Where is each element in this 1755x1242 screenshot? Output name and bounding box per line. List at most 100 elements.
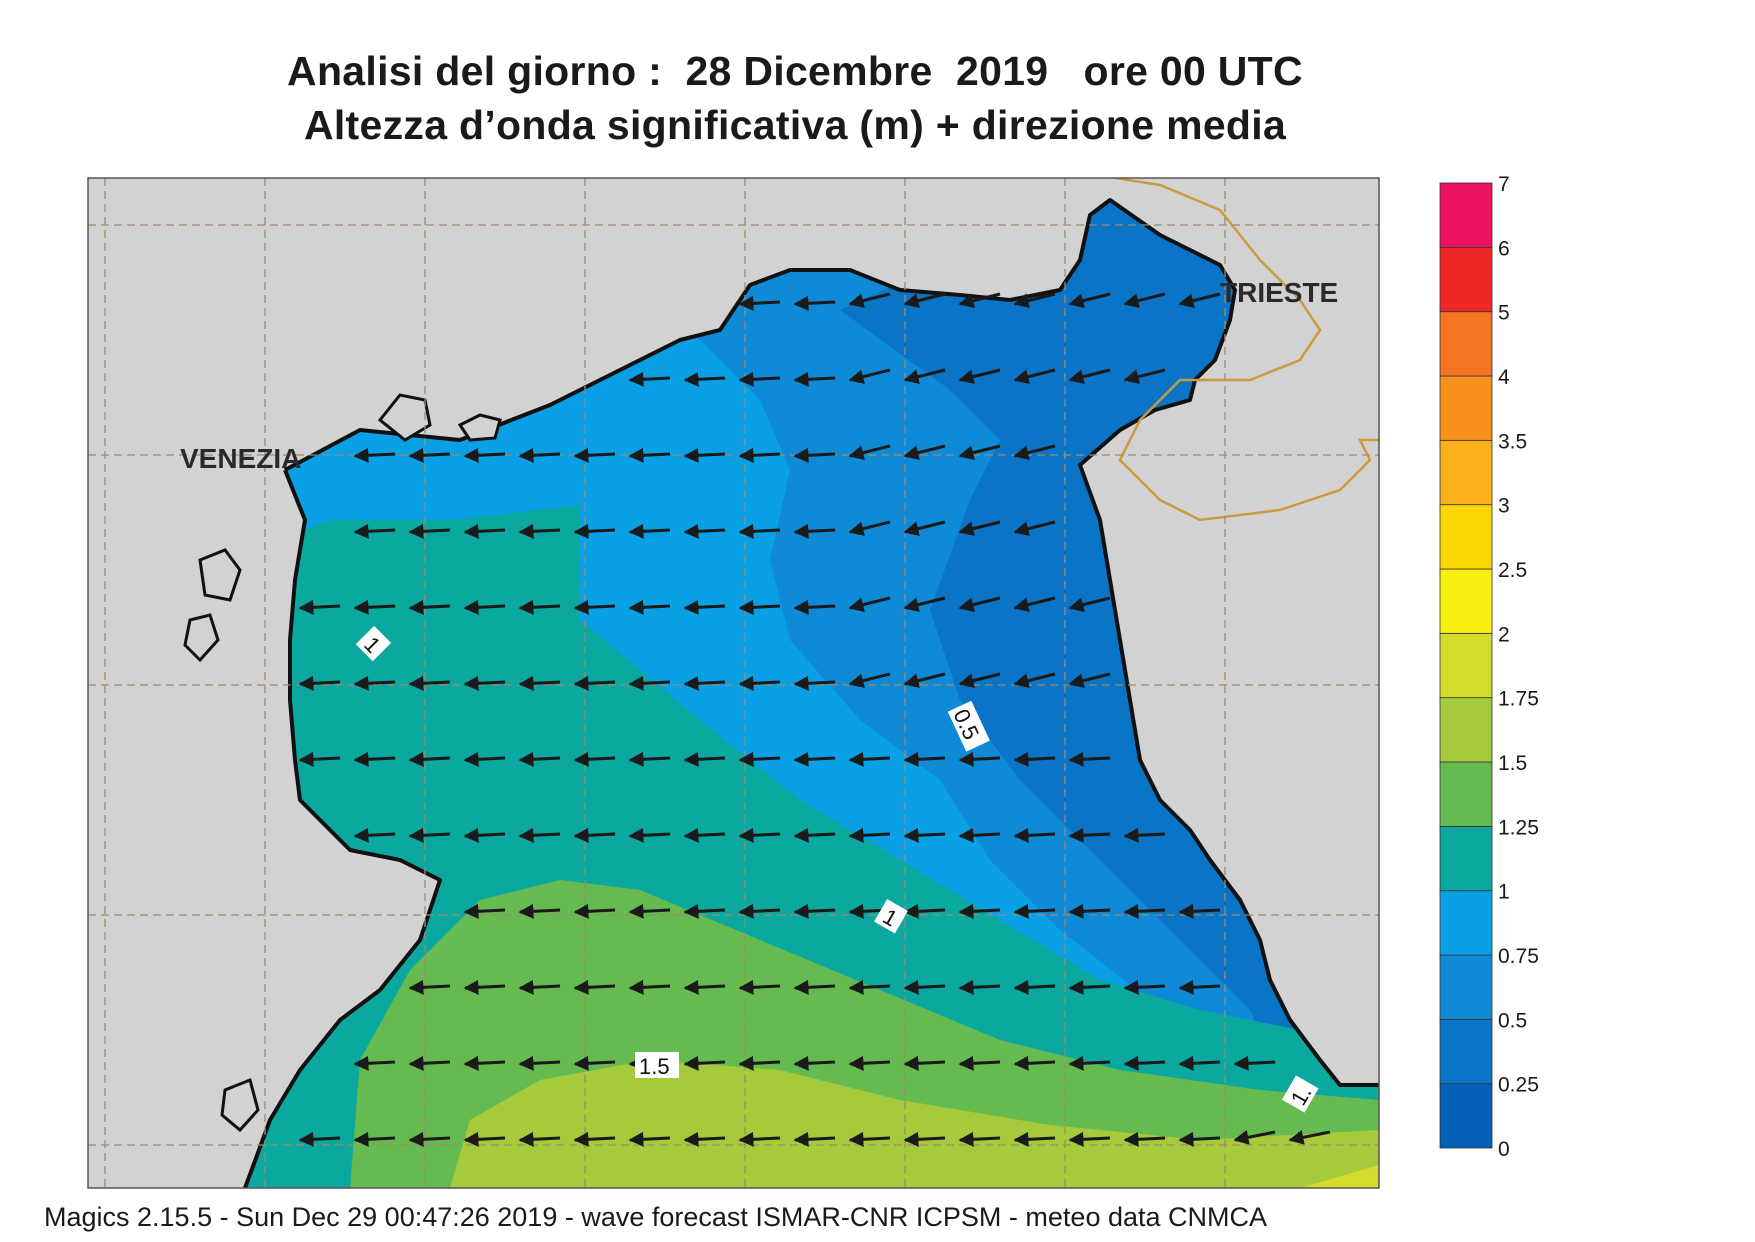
band-1.5-1.75 — [245, 1060, 1379, 1188]
wave-direction-arrow — [1178, 1055, 1221, 1071]
contour-label: 1.5 — [639, 1054, 670, 1079]
lagoon-island — [457, 413, 502, 442]
wave-direction-arrow — [518, 447, 561, 463]
wave-direction-arrow — [848, 827, 891, 843]
footer-credits: Magics 2.15.5 - Sun Dec 29 00:47:26 2019… — [44, 1202, 1267, 1232]
wave-direction-arrow — [463, 523, 506, 539]
legend-swatch — [1439, 311, 1493, 377]
wave-direction-arrow — [1013, 1055, 1056, 1071]
wave-direction-arrow — [903, 751, 946, 767]
wave-direction-arrow — [463, 599, 506, 615]
legend-level-label: 1.25 — [1498, 816, 1539, 839]
legend-level-label: 0 — [1498, 1138, 1510, 1161]
wave-direction-arrow — [958, 444, 1001, 461]
wave-direction-arrow — [903, 596, 946, 613]
wave-direction-arrow — [848, 596, 891, 613]
wave-direction-arrow — [793, 675, 836, 691]
wave-direction-arrow — [518, 751, 561, 767]
wave-direction-arrow — [958, 903, 1001, 919]
legend-level-label: 2.5 — [1498, 559, 1527, 582]
legend-level-label: 5 — [1498, 302, 1510, 325]
wave-direction-arrow — [793, 371, 836, 387]
wave-direction-arrow — [903, 1055, 946, 1071]
wave-direction-arrow — [463, 751, 506, 767]
wave-direction-arrow — [738, 827, 781, 843]
wave-direction-arrow — [683, 1131, 726, 1147]
wave-direction-arrow — [408, 1131, 451, 1147]
wave-direction-arrow — [848, 292, 891, 309]
legend-swatch — [1439, 1018, 1493, 1085]
wave-direction-arrow — [518, 523, 561, 539]
wave-direction-arrows — [298, 292, 1331, 1147]
wave-direction-arrow — [408, 599, 451, 615]
wave-direction-arrow — [628, 371, 671, 387]
wave-direction-arrow — [848, 520, 891, 537]
wave-direction-arrow — [1013, 444, 1056, 461]
map-title: Analisi del giorno : 28 Dicembre 2019 or… — [287, 48, 1303, 94]
legend-swatch — [1439, 182, 1493, 248]
wave-direction-arrow — [573, 523, 616, 539]
legend-level-label: 3.5 — [1498, 430, 1527, 453]
wave-direction-arrow — [793, 295, 836, 311]
wave-direction-arrow — [1013, 903, 1056, 919]
legend-level-label: 3 — [1498, 495, 1510, 518]
legend-swatch — [1439, 632, 1493, 699]
wave-direction-arrow — [738, 979, 781, 995]
wave-direction-arrow — [738, 1055, 781, 1071]
wave-direction-arrow — [793, 827, 836, 843]
map-subtitle: Altezza d’onda significativa (m) + direz… — [303, 102, 1287, 148]
wave-direction-arrow — [958, 520, 1001, 537]
lagoon-island — [377, 393, 432, 442]
wave-direction-arrow — [1013, 1131, 1056, 1147]
legend-level-label: 0.25 — [1498, 1074, 1539, 1097]
wave-direction-arrow — [408, 827, 451, 843]
wave-direction-arrow — [683, 1055, 726, 1071]
wave-direction-arrow — [958, 292, 1001, 309]
wave-direction-arrow — [353, 751, 396, 767]
legend-swatch — [1439, 1083, 1493, 1149]
wave-direction-arrow — [683, 979, 726, 995]
wave-direction-arrow — [1178, 903, 1221, 919]
wave-direction-arrow — [1068, 1131, 1111, 1147]
wave-direction-arrow — [463, 827, 506, 843]
wave-direction-arrow — [1013, 368, 1056, 385]
wave-direction-arrow — [628, 599, 671, 615]
map-frame — [87, 177, 1380, 1189]
coastline-west — [243, 469, 442, 1188]
legend-swatch — [1439, 375, 1493, 441]
wave-direction-arrow — [793, 523, 836, 539]
wave-direction-arrow — [1233, 1055, 1276, 1071]
wave-direction-arrow — [628, 523, 671, 539]
lagoon-island — [220, 1077, 260, 1133]
city-label-trieste: TRIESTE — [1220, 277, 1338, 308]
wave-direction-arrow — [903, 903, 946, 919]
legend-swatch — [1439, 761, 1493, 827]
legend-swatch — [1439, 954, 1493, 1020]
wave-direction-arrow — [408, 751, 451, 767]
wave-direction-arrow — [573, 827, 616, 843]
wave-direction-arrow — [1068, 827, 1111, 843]
wave-direction-arrow — [738, 675, 781, 691]
legend-swatch — [1439, 890, 1493, 956]
wave-direction-arrow — [463, 675, 506, 691]
wave-direction-arrow — [573, 675, 616, 691]
wave-direction-arrow — [353, 675, 396, 691]
wave-direction-arrow — [518, 827, 561, 843]
wave-direction-arrow — [848, 1055, 891, 1071]
wave-direction-arrow — [1013, 596, 1056, 613]
wave-direction-arrow — [573, 903, 616, 919]
national-border — [1114, 178, 1379, 522]
wave-direction-arrow — [1068, 903, 1111, 919]
lagoon-island — [183, 613, 220, 663]
legend-level-label: 4 — [1498, 366, 1510, 389]
wave-direction-arrow — [518, 1055, 561, 1071]
wave-direction-arrow — [848, 751, 891, 767]
wave-direction-arrow — [408, 523, 451, 539]
wave-direction-arrow — [518, 979, 561, 995]
city-label-venezia: VENEZIA — [180, 443, 301, 474]
wave-direction-arrow — [1013, 751, 1056, 767]
wave-direction-arrow — [683, 675, 726, 691]
wave-direction-arrow — [353, 1131, 396, 1147]
wave-direction-arrow — [298, 599, 341, 615]
